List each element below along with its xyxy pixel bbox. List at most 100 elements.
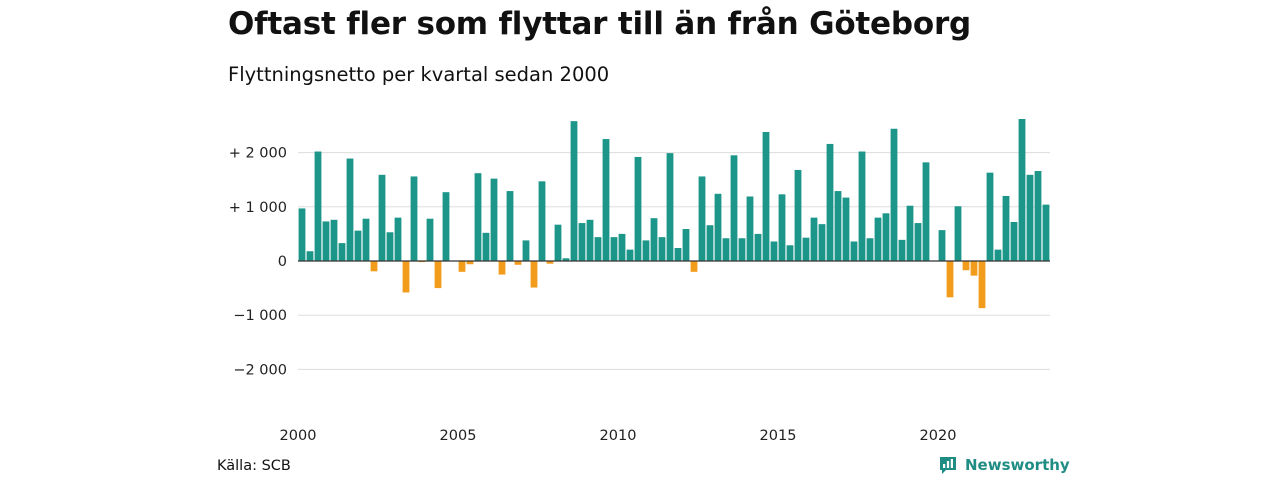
bar [1002,195,1010,261]
bar [698,176,706,261]
bar [498,261,506,275]
bar [626,249,634,261]
bar [1026,174,1034,261]
newsworthy-logo-icon [940,457,956,474]
bar [522,240,530,261]
bar [994,249,1002,261]
x-tick-label: 2010 [600,428,637,444]
bar [970,261,978,276]
bar [722,238,730,261]
bar [1042,204,1050,261]
bar [546,261,554,264]
bar [874,217,882,261]
bar [770,241,778,261]
bar [602,139,610,261]
bar [890,128,898,261]
bar [706,225,714,261]
bar [866,238,874,261]
bar [458,261,466,272]
bar [714,193,722,261]
bar [394,217,402,261]
bar [914,223,922,261]
brand-name: Newsworthy [965,456,1070,474]
bar [434,261,442,289]
bar [938,230,946,261]
y-tick-label: + 1 000 [229,200,287,216]
chart-title: Oftast fler som flyttar till än från Göt… [228,6,972,42]
bar [354,230,362,261]
bar [778,194,786,261]
bar [1018,119,1026,261]
axes: + 2 000 + 1 000 0 −1 000 −2 000 2000 2005 2010 2… [229,146,1050,444]
bar [530,261,538,288]
bar [562,258,570,261]
bar [346,158,354,261]
bar [922,162,930,261]
bar [826,143,834,261]
chart-subtitle: Flyttningsnetto per kvartal sedan 2000 [228,63,610,86]
bar [858,151,866,261]
bar [618,233,626,261]
bar [978,261,986,309]
bar [762,132,770,261]
bar [954,206,962,261]
bar [666,153,674,261]
bar [386,232,394,261]
bar [554,224,562,261]
bar [594,237,602,261]
bar [370,261,378,272]
bar [810,217,818,261]
bar [650,218,658,261]
bar [690,261,698,272]
y-tick-label: + 2 000 [229,146,287,162]
bar [658,237,666,261]
bar [682,229,690,261]
x-tick-label: 2015 [760,428,797,444]
bar [802,237,810,261]
bar [834,191,842,261]
bar [786,245,794,261]
bar [578,223,586,261]
x-tick-label: 2005 [440,428,477,444]
bar [610,237,618,261]
bar [338,243,346,261]
bar [738,238,746,261]
bar [402,261,410,293]
bar [1010,221,1018,261]
bar-series [298,119,1050,309]
bar [962,261,970,271]
bar [466,261,474,265]
x-tick-label: 2020 [920,428,957,444]
bar [746,196,754,261]
bar [842,197,850,261]
bar [506,191,514,261]
bar [586,219,594,261]
bar [634,156,642,261]
bar [642,240,650,261]
bar [986,172,994,261]
bar [322,221,330,261]
bar [898,239,906,261]
bar [1034,171,1042,261]
y-tick-label: 0 [278,254,287,270]
bar [306,251,314,261]
bar [882,213,890,261]
brand-logo: Newsworthy [938,455,1070,475]
bar [818,224,826,261]
bar [474,173,482,261]
source-label: Källa: SCB [217,458,291,474]
bar [538,181,546,261]
bar [362,218,370,261]
bar [570,121,578,261]
bar [482,232,490,261]
y-tick-label: −1 000 [233,308,287,324]
bar [314,151,322,261]
x-tick-label: 2000 [280,428,317,444]
bar [794,169,802,261]
bar [754,233,762,261]
y-tick-label: −2 000 [233,362,287,378]
bar [442,192,450,261]
bar [906,205,914,261]
bar [946,261,954,298]
